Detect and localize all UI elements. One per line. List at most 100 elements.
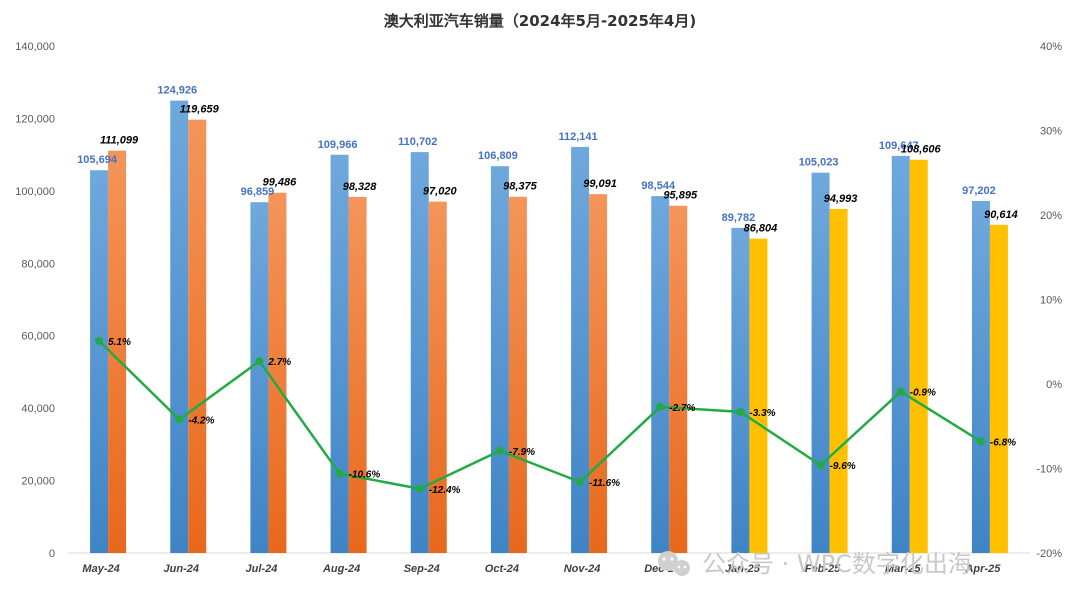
bar-series1 [250, 202, 269, 553]
bar-series2 [749, 238, 768, 553]
x-tick-label: Feb-25 [805, 563, 841, 575]
chart-title: 澳大利亚汽车销量（2024年5月-2025年4月) [384, 12, 696, 30]
growth-label: -6.8% [990, 437, 1016, 448]
data-label-series1: 106,809 [478, 150, 518, 162]
bar-series1 [170, 100, 189, 553]
bar-series1 [651, 196, 670, 553]
x-tick-label: Jul-24 [246, 563, 278, 575]
growth-point [576, 478, 585, 487]
y2-axis: -20% -10% 0% 10% 20% 30% 40% [1036, 41, 1062, 560]
growth-label: 5.1% [108, 337, 131, 348]
bar-series1 [410, 152, 429, 553]
data-label-series1: 124,926 [157, 85, 197, 97]
data-label-series1: 112,141 [559, 131, 598, 143]
y2-tick-label: -10% [1036, 464, 1062, 476]
y-tick-label: 0 [49, 548, 55, 560]
bar-series2 [348, 196, 367, 553]
x-tick-label: Jan-25 [725, 563, 761, 575]
x-tick-label: Sep-24 [404, 563, 440, 575]
data-label-series1: 98,544 [641, 180, 676, 192]
growth-point [736, 407, 745, 416]
growth-point [495, 446, 504, 455]
data-label-series2: 98,375 [503, 181, 538, 193]
data-label-series2: 108,606 [901, 144, 942, 156]
x-tick-label: Mar-25 [885, 563, 921, 575]
y2-tick-label: 40% [1040, 41, 1062, 53]
bar-series2 [829, 208, 848, 554]
bar-series1 [90, 170, 109, 553]
data-label-series2: 95,895 [663, 190, 698, 202]
data-label-series1: 109,647 [879, 140, 919, 152]
data-label-series2: 99,091 [583, 178, 617, 190]
growth-point [175, 415, 184, 424]
y2-tick-label: 20% [1040, 210, 1062, 222]
growth-point [95, 336, 104, 345]
y2-tick-label: 0% [1046, 379, 1062, 391]
growth-line: 5.1% -4.2% 2.7% -10.6% -12.4% -7.9% -11.6% -2.7… [95, 336, 1016, 496]
y-tick-label: 80,000 [21, 258, 55, 270]
growth-point [896, 387, 905, 396]
data-label-series1: 97,202 [962, 185, 996, 197]
growth-label: -10.6% [349, 470, 381, 481]
bar-series2 [989, 224, 1008, 553]
y-tick-label: 100,000 [15, 186, 55, 198]
y-tick-label: 120,000 [15, 113, 55, 125]
growth-label: -12.4% [429, 485, 461, 496]
data-label-series2: 94,993 [824, 193, 858, 205]
bar-series2 [909, 159, 928, 553]
bar-series2 [268, 192, 287, 553]
growth-line-path [98, 340, 982, 491]
y2-tick-label: 10% [1040, 295, 1062, 307]
growth-label: -11.6% [589, 478, 620, 489]
x-tick-label: Oct-24 [485, 563, 519, 575]
bar-series1 [330, 154, 349, 553]
x-tick-label: Nov-24 [564, 563, 601, 575]
bar-series2 [508, 196, 527, 554]
bar-series1 [891, 155, 910, 554]
data-label-series1: 96,859 [241, 186, 275, 198]
bar-series1 [571, 146, 590, 553]
y2-tick-label: -20% [1036, 548, 1062, 560]
x-tick-label: May-24 [82, 563, 119, 575]
growth-label: -7.9% [509, 447, 535, 458]
data-label-series2: 98,328 [343, 181, 378, 193]
y-tick-label: 140,000 [15, 41, 55, 53]
x-tick-label: Aug-24 [322, 563, 360, 575]
data-label-series2: 97,020 [423, 186, 458, 198]
growth-point [976, 437, 985, 446]
data-label-series2: 86,804 [744, 223, 778, 235]
growth-point [816, 461, 825, 470]
y-tick-label: 20,000 [21, 476, 55, 488]
growth-point [335, 469, 344, 478]
bars: 105,694 111,099 124,926 119,659 96,85999,486… [77, 85, 1018, 554]
y-tick-label: 60,000 [21, 331, 55, 343]
watermark-text: 公众号 · WPC数字化出海 [702, 550, 972, 578]
bar-series2 [589, 194, 608, 553]
data-label-series1: 109,966 [318, 139, 358, 151]
growth-point [656, 402, 665, 411]
data-label-series2: 111,099 [100, 135, 139, 147]
data-label-series2: 99,486 [263, 177, 298, 189]
growth-label: 2.7% [267, 357, 291, 368]
growth-point [415, 484, 424, 493]
growth-label: -0.9% [910, 388, 936, 399]
growth-label: -3.3% [749, 408, 775, 419]
watermark: 公众号 · WPC数字化出海 [658, 550, 972, 578]
bar-series1 [971, 200, 990, 553]
y-axis: 0 20,000 40,000 60,000 80,000 100,000 120,000 1… [15, 41, 55, 560]
bar-series1 [490, 166, 509, 553]
bar-series2 [108, 150, 127, 553]
x-tick-label: Jun-24 [164, 563, 199, 575]
bar-series1 [731, 227, 750, 553]
data-label-series1: 105,023 [799, 157, 839, 169]
growth-label: -4.2% [188, 415, 214, 426]
growth-label: -9.6% [830, 461, 856, 472]
growth-point [255, 357, 264, 366]
x-tick-label: Apr-25 [964, 563, 1001, 575]
bar-series2 [428, 201, 447, 554]
data-label-series1: 89,782 [722, 212, 756, 224]
growth-label: -2.7% [669, 403, 695, 414]
data-label-series1: 110,702 [398, 136, 437, 148]
bar-series1 [811, 172, 830, 554]
bar-series2 [188, 119, 207, 553]
